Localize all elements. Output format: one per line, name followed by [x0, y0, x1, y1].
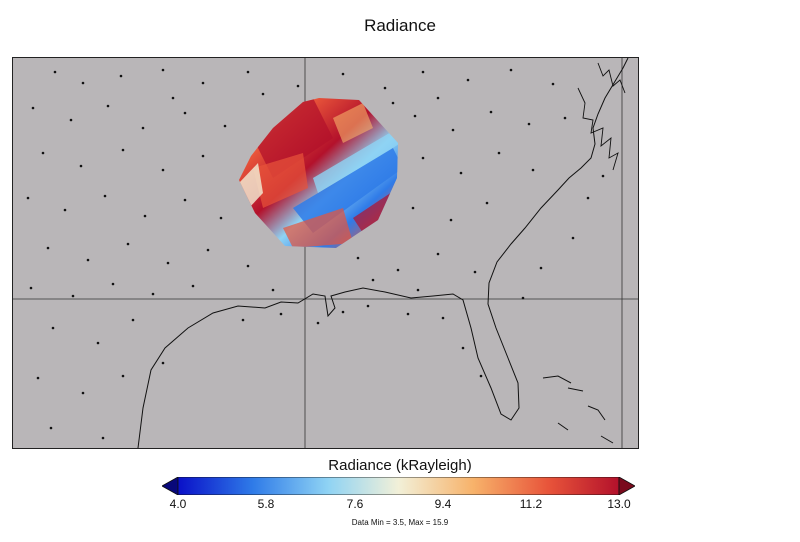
colorbar-tick-2: 7.6 [346, 497, 364, 511]
colorbar-tick-5: 13.0 [607, 497, 631, 511]
radiance-swath [239, 98, 398, 248]
keys-islands [542, 375, 614, 444]
colorbar-ticks: 4.0 5.8 7.6 9.4 11.2 13.0 [0, 497, 800, 513]
coastline [137, 58, 629, 448]
colorbar-label: Radiance (kRayleigh) [328, 457, 472, 474]
map-panel[interactable] [12, 57, 639, 449]
chart-title: Radiance [364, 16, 436, 35]
coastline-detail [577, 62, 626, 171]
colorbar-tick-3: 9.4 [434, 497, 452, 511]
colorbar-gradient [177, 477, 620, 495]
colorbar [162, 477, 635, 495]
map-canvas [13, 58, 638, 448]
station-dots [26, 68, 605, 440]
data-range-note: Data Min = 3.5, Max = 15.9 [351, 518, 449, 527]
colorbar-under-arrow [162, 477, 179, 495]
colorbar-tick-1: 5.8 [257, 497, 275, 511]
colorbar-over-arrow [618, 477, 635, 495]
colorbar-tick-4: 11.2 [519, 497, 543, 511]
colorbar-tick-0: 4.0 [169, 497, 187, 511]
